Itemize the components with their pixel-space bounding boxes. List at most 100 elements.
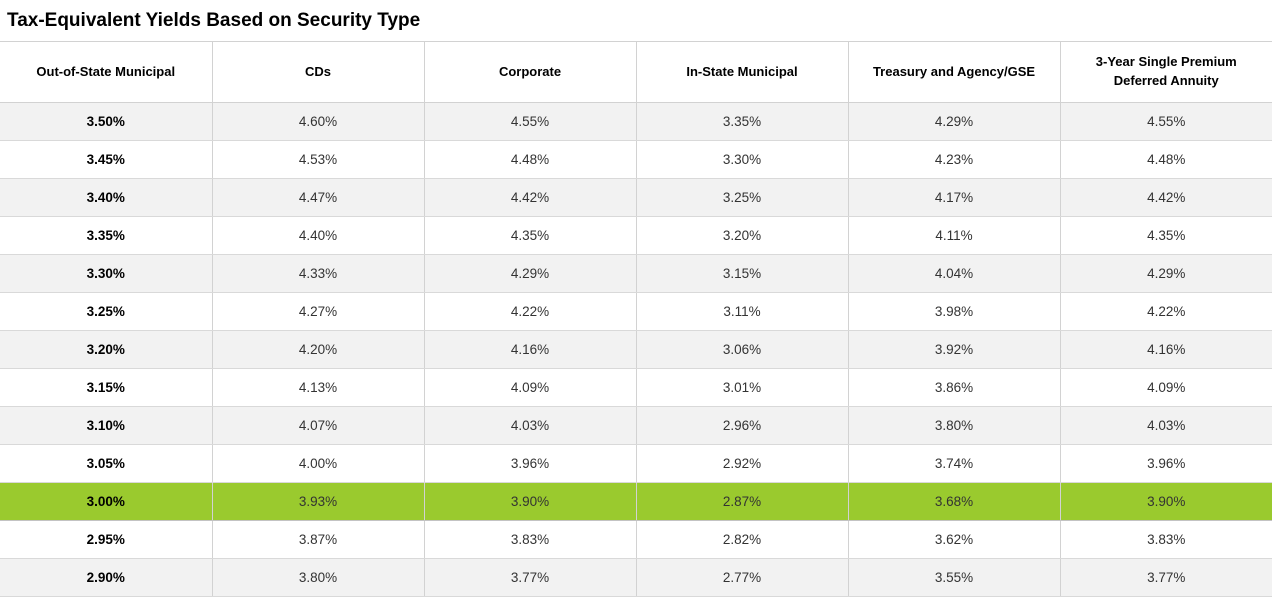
table-cell: 3.86% [847,368,1060,407]
table-cell: 2.77% [635,558,848,597]
table-cell: 3.35% [635,102,848,141]
table-cell: 4.22% [423,292,636,331]
column-header: Out-of-State Municipal [0,41,212,103]
table-row: 3.50% 4.60% 4.55% 3.35% 4.29% 4.55% [0,102,1272,141]
table-cell: 3.83% [423,520,636,559]
table-cell: 3.77% [423,558,636,597]
table-cell: 4.04% [847,254,1060,293]
table-cell: 4.03% [423,406,636,445]
table-cell: 4.16% [1059,330,1272,369]
table-cell: 3.80% [847,406,1060,445]
table-cell: 3.87% [211,520,424,559]
table-cell: 3.50% [0,102,212,141]
table-cell: 4.35% [1059,216,1272,255]
table-cell: 4.55% [423,102,636,141]
table-cell: 3.25% [635,178,848,217]
table-header: Out-of-State Municipal CDs Corporate In-Sta… [0,41,1272,103]
table-cell: 4.22% [1059,292,1272,331]
table-cell: 3.90% [1059,482,1272,521]
table-cell: 4.42% [1059,178,1272,217]
table-row: 2.90% 3.80% 3.77% 2.77% 3.55% 3.77% [0,558,1272,597]
page-title: Tax-Equivalent Yields Based on Security … [7,10,421,31]
table-cell: 3.35% [0,216,212,255]
table-row: 3.30% 4.33% 4.29% 3.15% 4.04% 4.29% [0,254,1272,293]
table-cell: 4.35% [423,216,636,255]
table-cell: 3.96% [423,444,636,483]
table-cell: 4.48% [1059,140,1272,179]
table-row: 2.95% 3.87% 3.83% 2.82% 3.62% 3.83% [0,520,1272,559]
table-cell: 3.20% [0,330,212,369]
table-header-row: Out-of-State Municipal CDs Corporate In-Sta… [0,41,1272,103]
table-cell: 4.09% [423,368,636,407]
table-row: 3.15% 4.13% 4.09% 3.01% 3.86% 4.09% [0,368,1272,407]
table-cell: 4.33% [211,254,424,293]
table-cell: 4.53% [211,140,424,179]
table-cell: 3.15% [635,254,848,293]
table-cell: 3.98% [847,292,1060,331]
table-cell: 3.80% [211,558,424,597]
table-cell: 4.17% [847,178,1060,217]
table-cell: 3.20% [635,216,848,255]
table-cell: 4.16% [423,330,636,369]
table-cell: 4.47% [211,178,424,217]
table-cell: 3.40% [0,178,212,217]
table-cell: 3.05% [0,444,212,483]
tax-equivalent-yield-table: Out-of-State Municipal CDs Corporate In-Sta… [0,41,1272,597]
table-cell: 3.45% [0,140,212,179]
table-cell: 4.20% [211,330,424,369]
table-cell: 3.30% [635,140,848,179]
table-body: 3.50% 4.60% 4.55% 3.35% 4.29% 4.55% 3.45% 4.53%… [0,102,1272,597]
table-row: 3.25% 4.27% 4.22% 3.11% 3.98% 4.22% [0,292,1272,331]
table-cell: 2.82% [635,520,848,559]
table-cell: 3.11% [635,292,848,331]
table-cell: 3.00% [0,482,212,521]
table-cell: 4.40% [211,216,424,255]
table-cell: 4.42% [423,178,636,217]
table-cell: 3.96% [1059,444,1272,483]
table-cell: 2.90% [0,558,212,597]
table-cell: 3.01% [635,368,848,407]
table-row: 3.45% 4.53% 4.48% 3.30% 4.23% 4.48% [0,140,1272,179]
table-cell: 4.48% [423,140,636,179]
table-cell: 4.11% [847,216,1060,255]
table-cell: 4.23% [847,140,1060,179]
table-cell: 3.10% [0,406,212,445]
table-cell: 4.09% [1059,368,1272,407]
table-cell: 4.13% [211,368,424,407]
column-header: In-State Municipal [635,41,848,103]
table-cell: 3.92% [847,330,1060,369]
table-cell: 2.95% [0,520,212,559]
table-cell: 3.30% [0,254,212,293]
table-row: 3.40% 4.47% 4.42% 3.25% 4.17% 4.42% [0,178,1272,217]
table-cell: 3.77% [1059,558,1272,597]
table-cell: 3.06% [635,330,848,369]
table-row: 3.10% 4.07% 4.03% 2.96% 3.80% 4.03% [0,406,1272,445]
table-cell: 4.27% [211,292,424,331]
column-header: Treasury and Agency/GSE [847,41,1060,103]
table-cell: 4.07% [211,406,424,445]
table-cell: 3.25% [0,292,212,331]
table-row-highlighted: 3.00% 3.93% 3.90% 2.87% 3.68% 3.90% [0,482,1272,521]
table-cell: 3.74% [847,444,1060,483]
table-cell: 4.29% [1059,254,1272,293]
table-cell: 4.55% [1059,102,1272,141]
table-cell: 3.15% [0,368,212,407]
table-cell: 2.96% [635,406,848,445]
table-cell: 4.29% [847,102,1060,141]
column-header: 3-Year Single Premium Deferred Annuity [1059,41,1272,103]
table-cell: 3.93% [211,482,424,521]
table-row: 3.20% 4.20% 4.16% 3.06% 3.92% 4.16% [0,330,1272,369]
table-cell: 3.83% [1059,520,1272,559]
table-cell: 3.55% [847,558,1060,597]
table-row: 3.35% 4.40% 4.35% 3.20% 4.11% 4.35% [0,216,1272,255]
table-cell: 4.03% [1059,406,1272,445]
table-cell: 4.00% [211,444,424,483]
table-cell: 2.87% [635,482,848,521]
table-cell: 3.62% [847,520,1060,559]
column-header: Corporate [423,41,636,103]
table-cell: 4.29% [423,254,636,293]
table-row: 3.05% 4.00% 3.96% 2.92% 3.74% 3.96% [0,444,1272,483]
table-cell: 3.90% [423,482,636,521]
table-cell: 4.60% [211,102,424,141]
